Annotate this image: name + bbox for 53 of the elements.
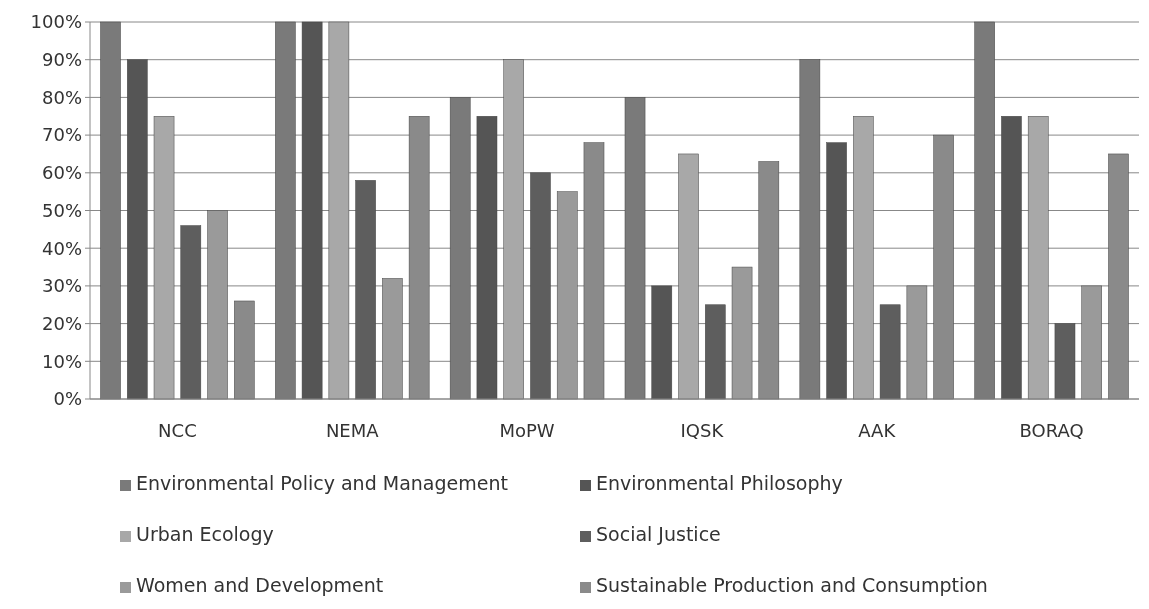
legend-label: Urban Ecology — [136, 523, 274, 545]
bar — [382, 278, 403, 400]
x-tick-label: BORAQ — [1019, 420, 1084, 441]
bar — [449, 97, 471, 400]
x-tick-label: NEMA — [325, 420, 380, 441]
legend-label: Environmental Policy and Management — [136, 472, 508, 494]
y-tick-label: 50% — [41, 199, 82, 221]
legend-label: Women and Development — [136, 574, 384, 596]
x-tick-label: AAK — [858, 420, 897, 441]
bar — [127, 59, 148, 400]
bar — [651, 285, 673, 400]
bar — [328, 21, 350, 400]
bar — [853, 116, 874, 400]
y-tick-label: 70% — [41, 124, 82, 146]
legend-label: Sustainable Production and Consumption — [596, 574, 988, 596]
bar — [180, 225, 202, 400]
y-tick-label: 20% — [41, 312, 82, 334]
y-tick-label: 40% — [41, 237, 82, 259]
y-tick-label: 80% — [41, 86, 82, 108]
x-tick-label: IQSK — [680, 420, 725, 441]
bar — [556, 191, 578, 400]
y-tick-label: 90% — [41, 49, 82, 70]
bar — [731, 266, 753, 400]
bar — [799, 59, 821, 400]
x-tick-label: MoPW — [499, 420, 555, 441]
bar — [974, 21, 995, 400]
legend-label: Social Justice — [596, 523, 721, 545]
y-tick-label: 100% — [30, 11, 82, 33]
bar — [207, 210, 228, 400]
bar — [1081, 285, 1103, 400]
bar — [476, 116, 498, 400]
bar — [153, 116, 175, 400]
bar — [301, 21, 323, 400]
y-tick-label: 30% — [41, 275, 82, 297]
bar — [1054, 323, 1076, 400]
legend-label: Environmental Philosophy — [596, 472, 843, 494]
bar — [100, 21, 121, 400]
y-tick-label: 60% — [41, 162, 82, 184]
y-tick-label: 10% — [41, 350, 82, 372]
bar — [678, 153, 699, 400]
y-tick-label: 0% — [53, 388, 82, 410]
bar — [826, 142, 847, 400]
bar — [879, 304, 901, 400]
bar — [1027, 116, 1049, 400]
x-tick-label: NCC — [158, 420, 197, 441]
bar — [624, 97, 646, 400]
bar — [275, 21, 296, 400]
bar — [906, 285, 928, 400]
bar — [1001, 116, 1022, 400]
bar — [530, 172, 551, 400]
bar — [355, 180, 376, 400]
bar — [705, 304, 726, 400]
bar — [503, 59, 524, 400]
